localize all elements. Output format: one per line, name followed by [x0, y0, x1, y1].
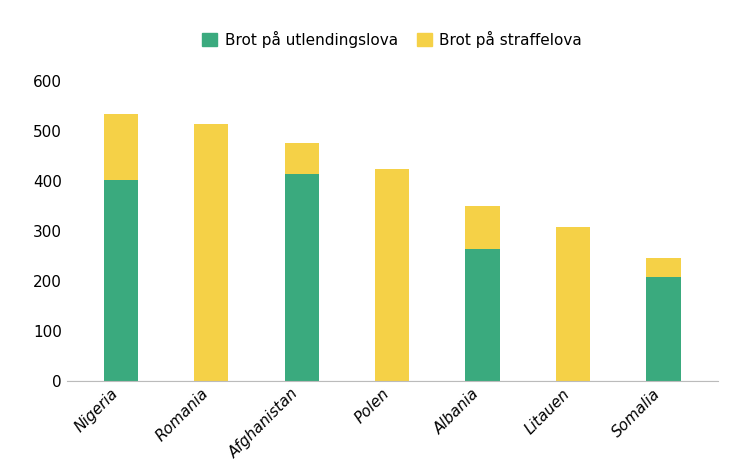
- Bar: [465, 249, 500, 381]
- Bar: [104, 180, 138, 381]
- Legend: Brot på utlendingslova, Brot på straffelova: Brot på utlendingslova, Brot på straffel…: [196, 24, 588, 53]
- Bar: [646, 277, 681, 381]
- Bar: [194, 125, 229, 381]
- Bar: [465, 206, 500, 249]
- Bar: [104, 114, 138, 180]
- Bar: [285, 143, 319, 174]
- Bar: [556, 226, 591, 381]
- Bar: [646, 258, 681, 277]
- Bar: [285, 174, 319, 381]
- Bar: [375, 169, 409, 381]
